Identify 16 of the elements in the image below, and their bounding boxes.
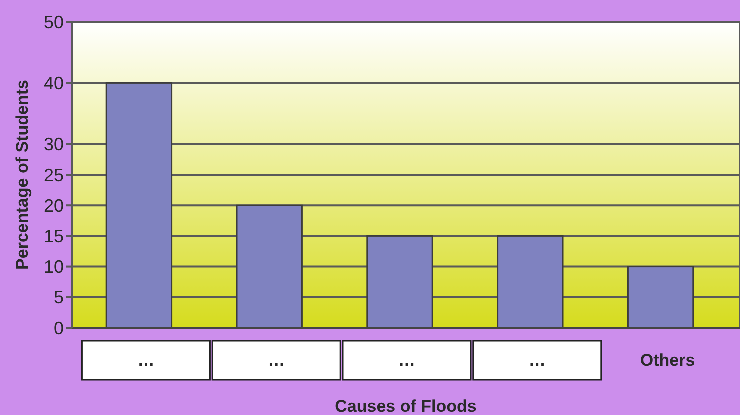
x-tick-label: … — [138, 350, 155, 370]
y-tick-label: 40 — [44, 74, 64, 94]
y-axis-title: Percentage of Students — [12, 80, 32, 270]
x-tick-label: … — [268, 350, 286, 370]
y-tick-label: 30 — [44, 134, 64, 155]
x-axis-title: Causes of Floods — [335, 396, 477, 415]
y-tick-label: 0 — [54, 318, 64, 338]
y-tick-label: 5 — [54, 288, 64, 308]
y-tick-label: 50 — [44, 12, 64, 32]
x-tick-label: … — [528, 350, 546, 370]
y-tick-label: 25 — [44, 165, 64, 186]
x-tick-label: Others — [640, 350, 696, 370]
y-tick-label: 10 — [44, 257, 64, 278]
y-tick-label: 20 — [44, 196, 64, 216]
y-tick-label: 15 — [44, 226, 64, 246]
x-tick-label: … — [398, 350, 416, 370]
